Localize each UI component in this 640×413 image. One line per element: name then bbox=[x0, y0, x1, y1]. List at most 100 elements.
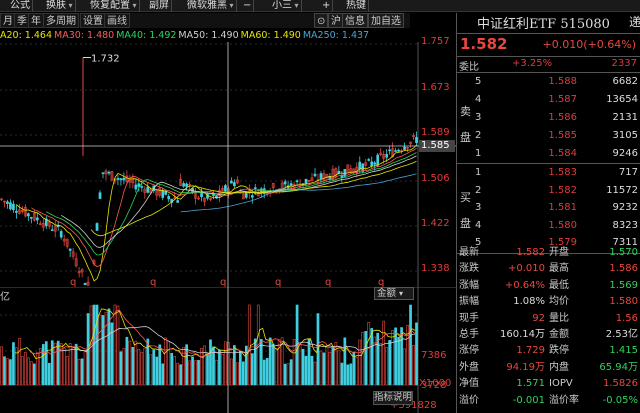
volume-bar bbox=[397, 337, 400, 386]
volume-bar bbox=[53, 342, 57, 386]
quote-panel: 中证红利ETF 515080 递 1.582 +0.010(+0.64%) 委比… bbox=[456, 13, 640, 413]
candle-body bbox=[397, 149, 400, 152]
volume-bar bbox=[179, 364, 182, 386]
level-number: 1 bbox=[475, 167, 482, 178]
candle-body bbox=[188, 183, 191, 186]
tab-3[interactable]: 多周期 bbox=[43, 13, 79, 28]
toolbar-item-8[interactable]: 热键 bbox=[344, 0, 369, 12]
volume-bar bbox=[44, 341, 48, 386]
buy-level-row[interactable]: 3 1.581 9232 bbox=[457, 200, 640, 216]
candle-body bbox=[50, 229, 54, 231]
candle-body bbox=[30, 217, 33, 219]
candle-body bbox=[313, 173, 317, 177]
toolbar-item-6[interactable]: 小三 ▾ bbox=[270, 0, 302, 12]
level-price: 1.587 bbox=[548, 94, 577, 105]
candle-body bbox=[355, 166, 359, 174]
tab-5[interactable]: 画线 bbox=[104, 13, 130, 28]
price-tick: 1.422 bbox=[421, 218, 450, 229]
price-tick: 1.338 bbox=[421, 263, 450, 274]
sell-level-row[interactable]: 2 1.585 3105 bbox=[457, 128, 640, 144]
indicator-help-button[interactable]: 指标说明 bbox=[373, 391, 413, 405]
stat-row: 涨跌 +0.010 最高 1.586 bbox=[457, 261, 640, 277]
volume-bar bbox=[274, 348, 278, 386]
volume-bar bbox=[400, 327, 403, 386]
candle-body bbox=[206, 194, 209, 199]
candle-body bbox=[104, 170, 108, 175]
level-number: 3 bbox=[475, 112, 482, 123]
volume-bar bbox=[74, 343, 78, 386]
volume-bar bbox=[182, 346, 185, 386]
volume-bar bbox=[3, 356, 6, 386]
tab-4[interactable]: 设置 bbox=[80, 13, 106, 28]
candle-body bbox=[227, 188, 230, 193]
volume-bar bbox=[35, 352, 39, 386]
toolbar-item-2[interactable]: 恢复配置 ▾ bbox=[88, 0, 140, 12]
stat-row: 涨幅 +0.64% 最低 1.569 bbox=[457, 278, 640, 294]
candle-body bbox=[334, 168, 338, 177]
stat-value: +0.64% bbox=[504, 279, 545, 291]
volume-bar bbox=[388, 340, 391, 386]
buy-level-row[interactable]: 1 1.583 717 bbox=[457, 165, 640, 181]
toolbar-item-3[interactable]: 副屏 bbox=[147, 0, 172, 12]
volume-bar bbox=[12, 342, 15, 386]
toolbar-item-1[interactable]: 换肤 ▾ bbox=[44, 0, 76, 12]
candle-body bbox=[212, 194, 215, 197]
candle-body bbox=[250, 195, 254, 198]
price-tick: 1.506 bbox=[421, 173, 450, 184]
candle-body bbox=[15, 210, 18, 213]
tab-2[interactable]: 年 bbox=[28, 13, 44, 28]
volume-bar bbox=[191, 356, 194, 386]
candle-body bbox=[107, 171, 111, 174]
volume-bar bbox=[343, 337, 347, 386]
right-tab-0[interactable]: ⊙ bbox=[314, 13, 329, 28]
toolbar-item-5[interactable]: − bbox=[241, 0, 255, 12]
volume-bar bbox=[83, 350, 87, 386]
buy-level-row[interactable]: 5 1.579 7311 bbox=[457, 235, 640, 251]
buy-level-row[interactable]: 4 1.580 8323 bbox=[457, 218, 640, 234]
buy-level-row[interactable]: 2 1.582 11572 bbox=[457, 183, 640, 199]
stat-label: 涨跌 bbox=[459, 263, 479, 275]
candle-body bbox=[391, 148, 394, 158]
volume-bar bbox=[271, 343, 275, 386]
level-volume: 3105 bbox=[612, 130, 638, 141]
volume-bar bbox=[59, 343, 63, 386]
stat-value: 2.53亿 bbox=[605, 329, 638, 340]
volume-bar bbox=[197, 360, 200, 386]
volume-bar bbox=[322, 352, 326, 386]
stat-label: 跌停 bbox=[549, 345, 569, 357]
candle-body bbox=[95, 223, 99, 231]
sell-level-row[interactable]: 1 1.584 9246 bbox=[457, 146, 640, 162]
sell-level-row[interactable]: 5 1.588 6682 bbox=[457, 74, 640, 90]
stat-value: 92 bbox=[532, 312, 545, 324]
candle-body bbox=[27, 213, 30, 217]
candle-body bbox=[304, 178, 308, 184]
volume-chart[interactable] bbox=[0, 287, 456, 413]
right-tab-2[interactable]: 信息 bbox=[342, 13, 368, 28]
toolbar-item-0[interactable]: 公式 bbox=[8, 0, 33, 12]
volume-bar bbox=[358, 339, 362, 386]
volume-bar bbox=[268, 337, 272, 386]
volume-bar bbox=[107, 308, 111, 386]
toolbar-item-7[interactable]: + bbox=[320, 0, 334, 12]
ma-legend: A20: 1.464 MA30: 1.480 MA40: 1.492 MA50: 1.… bbox=[0, 30, 371, 42]
kline-chart[interactable]: 1.7321.278qqqqqq bbox=[0, 42, 456, 287]
volume-bar bbox=[262, 359, 266, 386]
toolbar-item-4[interactable]: 微软雅黑 ▾ bbox=[185, 0, 237, 12]
right-tab-3[interactable]: 加自选 bbox=[368, 13, 404, 28]
sell-level-row[interactable]: 3 1.586 2131 bbox=[457, 110, 640, 126]
chevron-down-icon: ▾ bbox=[292, 1, 299, 10]
candle-body bbox=[409, 141, 412, 145]
volume-bar bbox=[340, 362, 344, 386]
volume-bar bbox=[328, 351, 332, 386]
level-volume: 8323 bbox=[612, 219, 638, 231]
volume-bar bbox=[227, 342, 230, 386]
volume-bar bbox=[236, 362, 239, 386]
stat-label: 最新 bbox=[459, 247, 479, 258]
volume-label: 亿 bbox=[0, 292, 10, 303]
stat-label: 溢价率 bbox=[549, 394, 579, 406]
volume-bar bbox=[409, 304, 412, 386]
candle-body bbox=[289, 183, 293, 186]
volume-bar bbox=[119, 351, 123, 386]
candle-body bbox=[119, 178, 123, 181]
sell-level-row[interactable]: 4 1.587 13654 bbox=[457, 92, 640, 108]
